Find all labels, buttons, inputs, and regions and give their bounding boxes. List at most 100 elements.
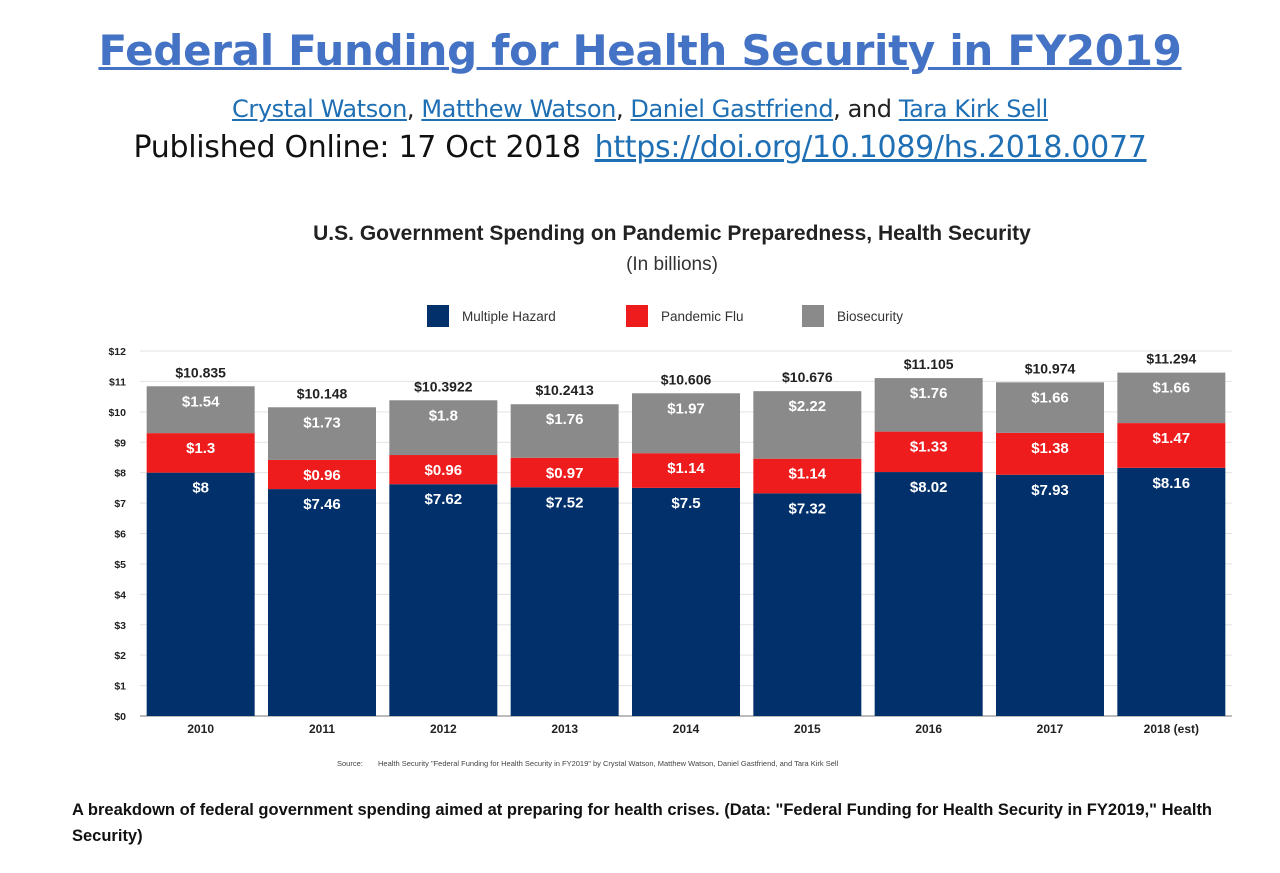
- y-tick-label: $10: [108, 407, 126, 419]
- legend-swatch: [802, 305, 824, 327]
- author-link[interactable]: Matthew Watson: [421, 95, 616, 123]
- bar-segment: [1117, 372, 1226, 424]
- data-label: $8.16: [1153, 475, 1191, 492]
- bar-segment: [1117, 423, 1226, 468]
- stacked-bar-chart: U.S. Government Spending on Pandemic Pre…: [108, 222, 1232, 768]
- publication-line: Published Online: 17 Oct 2018 https://doi…: [0, 130, 1280, 165]
- x-tick-label: 2011: [309, 722, 335, 736]
- legend-label: Multiple Hazard: [462, 309, 556, 324]
- data-label: $1.33: [910, 439, 948, 456]
- data-label: $7.52: [546, 494, 584, 511]
- y-tick-label: $3: [114, 620, 126, 632]
- bar-segment: [996, 382, 1104, 433]
- x-axis: 2010 2011 2012 2013 2014 2015 2016 2017 2018 (es…: [187, 722, 1199, 736]
- source-text: Health Security "Federal Funding for Hea…: [378, 759, 839, 768]
- data-label: $0.96: [425, 462, 463, 479]
- data-label: $1.97: [667, 400, 705, 417]
- published-date: Published Online: 17 Oct 2018: [133, 130, 581, 165]
- y-tick-label: $9: [114, 437, 126, 449]
- y-tick-label: $1: [114, 681, 126, 693]
- bar-segment: [874, 472, 983, 716]
- x-tick-label: 2018 (est): [1144, 722, 1199, 736]
- author-separator: ,: [615, 95, 631, 123]
- bar-segment: [389, 484, 498, 716]
- data-label: $8.02: [910, 479, 948, 496]
- x-tick-label: 2012: [430, 722, 457, 736]
- y-tick-label: $2: [114, 650, 126, 662]
- data-label: $7.93: [1031, 482, 1069, 499]
- legend-swatch: [626, 305, 648, 327]
- author-separator: ,: [406, 95, 422, 123]
- bar-segment: [996, 474, 1104, 716]
- bar-segment: [268, 489, 376, 716]
- total-label: $10.835: [175, 364, 226, 380]
- bar-segment: [146, 386, 255, 434]
- data-label: $7.62: [425, 491, 463, 508]
- x-tick-label: 2016: [915, 722, 942, 736]
- bar-segment: [874, 431, 983, 473]
- data-label: $1.76: [546, 411, 584, 428]
- y-tick-label: $11: [109, 376, 126, 388]
- figure-caption: A breakdown of federal government spendi…: [72, 801, 1213, 845]
- data-label: $1.66: [1031, 389, 1069, 406]
- data-label: $1.73: [303, 414, 341, 431]
- y-tick-label: $6: [114, 529, 126, 541]
- bar-segment: [632, 393, 740, 454]
- author-line: Crystal Watson, Matthew Watson, Daniel G…: [0, 95, 1280, 123]
- data-label: $1.3: [186, 440, 215, 457]
- total-label: $11.294: [1146, 351, 1196, 367]
- bar-segment: [753, 458, 862, 494]
- bar-segment: [146, 472, 255, 716]
- legend-label: Pandemic Flu: [661, 309, 744, 324]
- bar-segment: [632, 453, 740, 488]
- data-label: $7.5: [671, 495, 700, 512]
- bar-segment: [389, 400, 498, 456]
- total-label: $10.2413: [535, 382, 594, 398]
- y-tick-label: $0: [114, 711, 126, 723]
- y-tick-label: $4: [114, 589, 126, 601]
- x-tick-label: 2013: [551, 722, 578, 736]
- y-tick-label: $5: [114, 559, 126, 571]
- y-tick-label: $12: [108, 346, 126, 358]
- x-tick-label: 2015: [794, 722, 821, 736]
- total-label: $10.974: [1025, 360, 1076, 376]
- bar-segment: [510, 457, 619, 488]
- data-label: $8: [192, 480, 209, 497]
- data-label: $1.8: [429, 407, 458, 424]
- data-label: $1.54: [182, 393, 220, 410]
- data-label: $0.97: [546, 465, 584, 482]
- author-link[interactable]: Crystal Watson: [232, 95, 407, 123]
- bar-segment: [268, 407, 376, 460]
- author-link[interactable]: Tara Kirk Sell: [898, 95, 1049, 123]
- x-tick-label: 2010: [187, 722, 214, 736]
- bar-segment: [389, 455, 498, 485]
- total-label: $10.3922: [414, 378, 473, 394]
- x-tick-label: 2014: [673, 722, 700, 736]
- chart-subtitle: (In billions): [626, 254, 718, 275]
- data-label: $1.66: [1153, 380, 1191, 397]
- legend-label: Biosecurity: [837, 309, 903, 324]
- data-label: $0.96: [303, 467, 341, 484]
- legend-swatch: [427, 305, 449, 327]
- total-label: $10.148: [297, 385, 348, 401]
- total-label: $11.105: [904, 356, 954, 372]
- bar-segment: [632, 487, 740, 716]
- bar-segment: [146, 433, 255, 473]
- author-link[interactable]: Daniel Gastfriend: [630, 95, 834, 123]
- total-label: $10.606: [661, 371, 712, 387]
- bar-segment: [874, 378, 983, 432]
- data-label: $2.22: [789, 398, 827, 415]
- total-label: $10.676: [782, 369, 833, 385]
- author-separator: , and: [833, 95, 899, 123]
- y-tick-label: $7: [114, 498, 126, 510]
- bar-segment: [510, 404, 619, 458]
- doi-link[interactable]: https://doi.org/10.1089/hs.2018.0077: [594, 130, 1147, 165]
- bar-segment: [268, 459, 376, 490]
- data-label: $1.14: [789, 466, 827, 483]
- data-label: $7.32: [789, 500, 827, 517]
- y-tick-label: $8: [114, 468, 126, 480]
- source-label: Source:: [337, 759, 363, 768]
- chart-title: U.S. Government Spending on Pandemic Pre…: [313, 222, 1031, 245]
- bar-segment: [753, 493, 862, 716]
- x-tick-label: 2017: [1037, 722, 1064, 736]
